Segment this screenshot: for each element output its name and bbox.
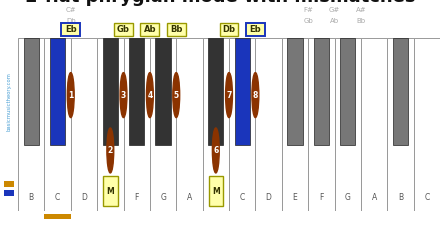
Text: G: G	[160, 193, 166, 202]
Bar	[44, 38, 71, 211]
Text: C: C	[424, 193, 429, 202]
Bar	[4, 181, 14, 187]
Text: Eb: Eb	[65, 25, 77, 34]
Bar	[44, 214, 71, 219]
Bar	[155, 38, 171, 145]
Text: C: C	[239, 193, 245, 202]
Text: Ab: Ab	[330, 18, 339, 24]
Bar	[61, 23, 80, 36]
Text: Db: Db	[223, 25, 235, 34]
Bar	[209, 176, 223, 206]
Text: D: D	[266, 193, 271, 202]
Text: A: A	[371, 193, 377, 202]
Text: 6: 6	[213, 146, 218, 155]
Text: F: F	[319, 193, 323, 202]
Circle shape	[213, 128, 219, 173]
Circle shape	[67, 73, 74, 118]
Text: A#: A#	[356, 7, 366, 14]
Bar	[140, 23, 159, 36]
Bar	[71, 38, 97, 211]
Bar	[114, 23, 133, 36]
Circle shape	[226, 73, 232, 118]
Text: E: E	[293, 193, 297, 202]
Bar	[129, 38, 144, 145]
Bar	[255, 38, 282, 211]
Bar	[18, 38, 44, 211]
Circle shape	[252, 73, 259, 118]
Bar	[414, 38, 440, 211]
Bar	[97, 38, 124, 211]
Text: basicmusictheory.com: basicmusictheory.com	[7, 72, 11, 131]
Bar	[208, 38, 224, 145]
Text: G#: G#	[329, 7, 340, 14]
Circle shape	[120, 73, 127, 118]
Bar	[287, 38, 303, 145]
Text: E-flat phrygian mode with mismatches: E-flat phrygian mode with mismatches	[25, 0, 415, 7]
Text: G: G	[345, 193, 351, 202]
Bar	[4, 190, 14, 196]
Bar	[50, 38, 65, 145]
Text: B: B	[398, 193, 403, 202]
Text: Gb: Gb	[303, 18, 313, 24]
Text: Eb: Eb	[249, 25, 261, 34]
Bar	[314, 38, 329, 145]
Bar	[361, 38, 387, 211]
Text: B: B	[29, 193, 34, 202]
Text: F: F	[135, 193, 139, 202]
Circle shape	[107, 128, 114, 173]
Text: 7: 7	[226, 91, 232, 100]
Text: 1: 1	[68, 91, 73, 100]
Text: A: A	[187, 193, 192, 202]
Bar	[334, 38, 361, 211]
Bar	[203, 38, 229, 211]
Bar	[387, 38, 414, 211]
Circle shape	[173, 73, 180, 118]
Text: Bb: Bb	[170, 25, 183, 34]
Text: C: C	[55, 193, 60, 202]
Text: 4: 4	[147, 91, 153, 100]
Bar	[282, 38, 308, 211]
Text: M: M	[212, 187, 220, 196]
Bar	[124, 38, 150, 211]
Text: 5: 5	[174, 91, 179, 100]
Text: M: M	[106, 187, 114, 196]
Text: Ab: Ab	[143, 25, 156, 34]
Bar	[103, 38, 118, 145]
Bar	[340, 38, 356, 145]
Text: 3: 3	[121, 91, 126, 100]
Text: Bb: Bb	[356, 18, 366, 24]
Bar	[23, 38, 39, 145]
Text: F#: F#	[303, 7, 313, 14]
Text: Db: Db	[66, 18, 76, 24]
Bar	[103, 176, 117, 206]
Bar	[308, 38, 334, 211]
Bar	[167, 23, 186, 36]
Bar	[235, 38, 250, 145]
Text: 2: 2	[108, 146, 113, 155]
Bar	[150, 38, 176, 211]
Bar	[246, 23, 265, 36]
Bar	[220, 23, 238, 36]
Text: D: D	[81, 193, 87, 202]
Text: 8: 8	[253, 91, 258, 100]
Bar	[393, 38, 408, 145]
Bar	[229, 38, 255, 211]
Text: C#: C#	[66, 7, 76, 14]
Text: Gb: Gb	[117, 25, 130, 34]
Circle shape	[147, 73, 153, 118]
Bar	[176, 38, 203, 211]
